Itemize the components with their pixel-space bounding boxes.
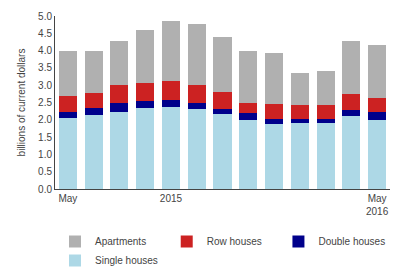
svg-text:0.0: 0.0 bbox=[38, 184, 52, 195]
svg-text:billions of current dollars: billions of current dollars bbox=[16, 49, 27, 157]
svg-text:1.0: 1.0 bbox=[38, 149, 52, 160]
svg-text:1.5: 1.5 bbox=[38, 132, 52, 143]
svg-text:2015: 2015 bbox=[160, 193, 183, 204]
svg-text:May2016: May2016 bbox=[366, 193, 389, 217]
svg-text:2.5: 2.5 bbox=[38, 97, 52, 108]
svg-text:0.5: 0.5 bbox=[38, 166, 52, 177]
svg-text:4.0: 4.0 bbox=[38, 45, 52, 56]
svg-text:2.0: 2.0 bbox=[38, 114, 52, 125]
svg-text:Double houses: Double houses bbox=[318, 236, 385, 247]
svg-text:4.5: 4.5 bbox=[38, 28, 52, 39]
svg-text:5.0: 5.0 bbox=[38, 11, 52, 22]
svg-text:3.5: 3.5 bbox=[38, 62, 52, 73]
svg-text:Apartments: Apartments bbox=[95, 236, 146, 247]
svg-text:May: May bbox=[58, 193, 77, 204]
svg-text:Single houses: Single houses bbox=[95, 255, 158, 266]
svg-text:3.0: 3.0 bbox=[38, 80, 52, 91]
svg-text:Row houses: Row houses bbox=[207, 236, 262, 247]
